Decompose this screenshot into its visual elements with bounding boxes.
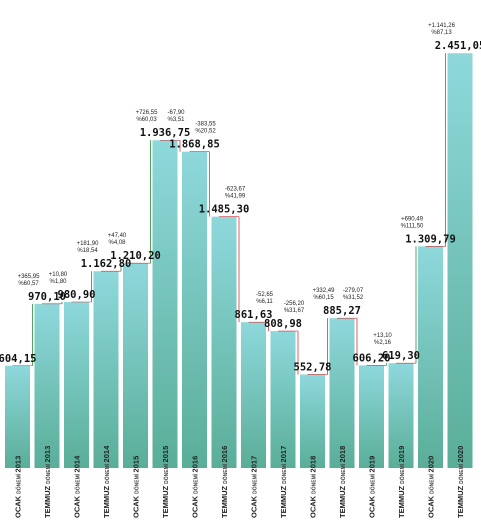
bar-14: [418, 246, 443, 468]
value-label-9: 808,98: [264, 318, 302, 330]
change-percent-13: %2,16: [374, 340, 392, 346]
change-amount-15: +1.141,26: [428, 23, 456, 29]
x-tick-label-12: OCAK DÖNEMİ 2019: [368, 456, 377, 518]
value-label-1: 970,10: [28, 291, 66, 303]
value-label-14: 1.309,79: [405, 233, 456, 245]
change-percent-15: %87,13: [431, 30, 452, 36]
bar-3: [93, 271, 119, 468]
value-label-13: 619,30: [382, 350, 420, 362]
x-axis-labels-layer: OCAK DÖNEMİ 2013 TEMMUZ DÖNEMİ 2013 OCAK D…: [14, 445, 466, 518]
change-amount-4: +47,40: [108, 233, 127, 239]
x-tick-label-6: OCAK DÖNEMİ 2016: [191, 456, 200, 518]
bar-2: [64, 302, 89, 468]
change-markers-layer: [12, 53, 446, 375]
change-amount-13: +13,10: [373, 333, 392, 339]
value-label-7: 1.485,30: [199, 204, 250, 216]
change-percent-11: %60,15: [313, 295, 334, 301]
bar-11: [329, 318, 355, 468]
bars-layer: [5, 53, 473, 469]
change-percent-10: %31,67: [284, 308, 305, 314]
change-amount-11: +332,49: [313, 288, 336, 294]
bar-15: [447, 53, 473, 469]
x-tick-label-11: TEMMUZ DÖNEMİ 2018: [338, 446, 347, 518]
x-tick-label-0: OCAK DÖNEMİ 2013: [14, 456, 23, 518]
bar-8: [241, 322, 266, 468]
x-tick-label-7: TEMMUZ DÖNEMİ 2016: [220, 446, 229, 518]
change-percent-12: %31,52: [343, 295, 364, 301]
change-percent-5: %60,03: [136, 117, 157, 123]
change-amount-3: +181,90: [77, 241, 100, 247]
value-label-4: 1.210,20: [110, 250, 161, 262]
value-label-12: 606,20: [353, 352, 391, 364]
change-amount-5: +726,55: [136, 110, 159, 116]
change-amount-7: -383,55: [195, 122, 216, 128]
x-tick-label-3: TEMMUZ DÖNEMİ 2014: [102, 445, 111, 518]
x-tick-label-10: OCAK DÖNEMİ 2018: [309, 456, 318, 518]
x-tick-label-1: TEMMUZ DÖNEMİ 2013: [43, 446, 52, 518]
x-tick-label-2: OCAK DÖNEMİ 2014: [73, 455, 82, 518]
x-tick-label-13: TEMMUZ DÖNEMİ 2019: [397, 446, 406, 518]
change-amount-10: -256,20: [284, 301, 305, 307]
change-percent-6: %3,51: [167, 117, 185, 123]
value-label-6: 1.868,85: [169, 139, 220, 151]
x-tick-label-14: OCAK DÖNEMİ 2020: [427, 456, 436, 518]
change-amount-12: -279,07: [343, 288, 364, 294]
x-tick-label-4: OCAK DÖNEMİ 2015: [132, 456, 141, 518]
change-percent-2: %1,80: [49, 279, 67, 285]
value-label-3: 1.162,80: [81, 258, 132, 270]
x-tick-label-9: TEMMUZ DÖNEMİ 2017: [279, 446, 288, 518]
change-percent-3: %18,54: [77, 248, 98, 254]
bar-5: [152, 140, 178, 468]
change-amount-8: -623,67: [225, 187, 246, 193]
bar-6: [182, 151, 207, 468]
change-amount-9: -52,65: [256, 292, 274, 298]
bar-7: [211, 216, 237, 468]
bar-4: [123, 263, 148, 468]
bar-1: [34, 303, 60, 468]
change-percent-14: %111,50: [401, 223, 424, 229]
value-label-2: 980,90: [58, 289, 96, 301]
value-label-15: 2.451,05: [435, 40, 481, 52]
x-tick-label-5: TEMMUZ DÖNEMİ 2015: [161, 446, 170, 518]
change-percent-7: %20,52: [195, 129, 216, 135]
value-label-8: 861,63: [235, 309, 273, 321]
value-labels-layer: 604,15 970,10 +365,95%60,57 980,90 +10,80%1,…: [0, 23, 481, 373]
change-amount-6: -67,90: [167, 110, 185, 116]
change-percent-8: %41,99: [225, 194, 246, 200]
bar-9: [270, 331, 296, 468]
value-label-10: 552,78: [294, 361, 332, 373]
change-percent-9: %6,11: [256, 299, 273, 305]
bar-12: [359, 365, 384, 468]
value-label-11: 885,27: [323, 305, 361, 317]
change-percent-4: %4,08: [108, 240, 126, 246]
change-amount-2: +10,80: [49, 272, 68, 278]
value-label-0: 604,15: [0, 353, 36, 365]
x-tick-label-15: TEMMUZ DÖNEMİ 2020: [456, 446, 465, 518]
change-amount-14: +690,49: [401, 216, 424, 222]
x-tick-label-8: OCAK DÖNEMİ 2017: [250, 456, 259, 518]
change-percent-1: %60,57: [18, 281, 39, 287]
value-label-5: 1.936,75: [140, 127, 191, 139]
change-amount-1: +365,95: [18, 274, 41, 280]
bar-0: [5, 365, 30, 468]
bar-13: [388, 363, 414, 468]
bar-10: [300, 374, 325, 468]
